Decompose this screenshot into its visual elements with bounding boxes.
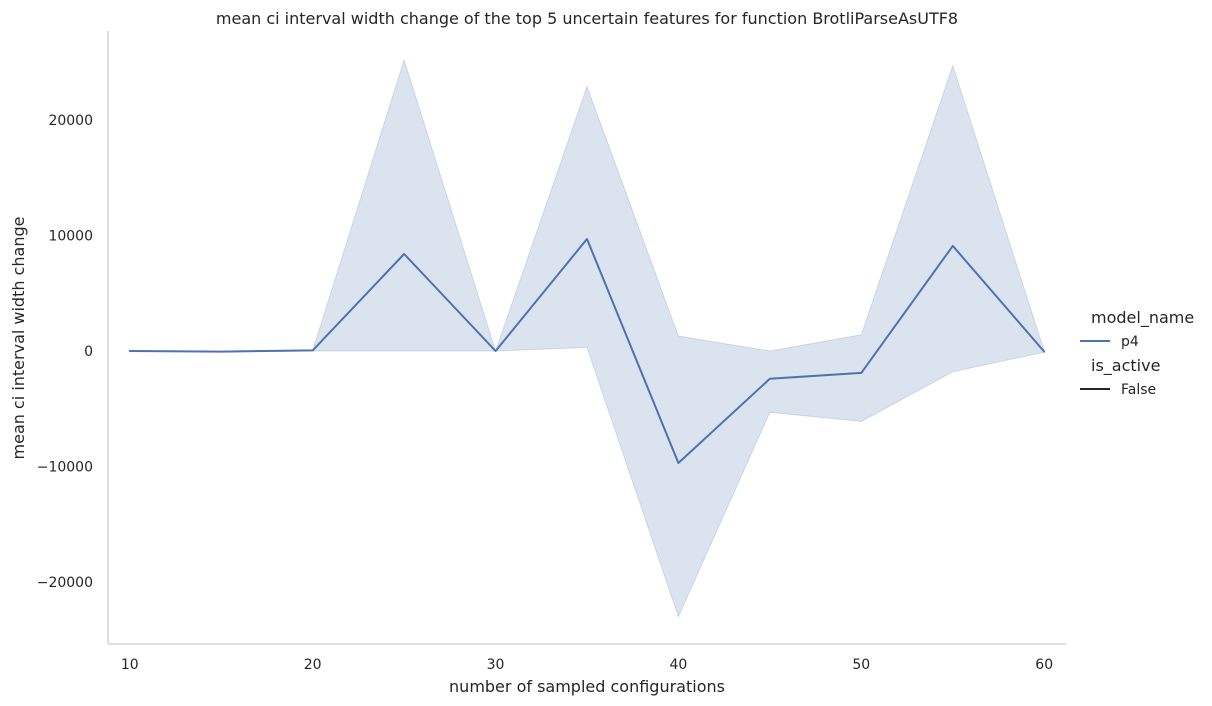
legend-title-is-active: is_active: [1091, 356, 1160, 376]
series-line-layer: [128, 238, 1046, 464]
y-axis-label: mean ci interval width change: [9, 217, 28, 460]
legend-label-false: False: [1121, 382, 1156, 398]
y-tick-label: −20000: [37, 575, 93, 591]
legend-title-model-name: model_name: [1091, 308, 1194, 328]
legend-label-p4: p4: [1121, 334, 1139, 350]
confidence-band-layer: [129, 58, 1045, 618]
legend: model_name p4 is_active False: [1080, 308, 1194, 398]
y-tick-label: 20000: [48, 113, 93, 129]
x-tick-label: 60: [1035, 657, 1053, 673]
x-tick-label: 10: [121, 657, 139, 673]
x-tick-label: 20: [304, 657, 322, 673]
y-tick-label: 10000: [48, 229, 93, 245]
plot-area: [128, 58, 1046, 618]
chart-title: mean ci interval width change of the top…: [216, 9, 958, 28]
series-line-p4: [128, 238, 1046, 464]
y-tick-label: 0: [84, 344, 93, 360]
x-tick-labels: 10 20 30 40 50 60: [121, 657, 1053, 673]
x-axis-label: number of sampled configurations: [449, 677, 725, 696]
y-tick-labels: −20000 −10000 0 10000 20000: [37, 113, 93, 591]
confidence-band-p4: [129, 58, 1045, 618]
y-tick-label: −10000: [37, 460, 93, 476]
x-tick-label: 40: [670, 657, 688, 673]
x-tick-label: 50: [852, 657, 870, 673]
x-tick-label: 30: [487, 657, 505, 673]
